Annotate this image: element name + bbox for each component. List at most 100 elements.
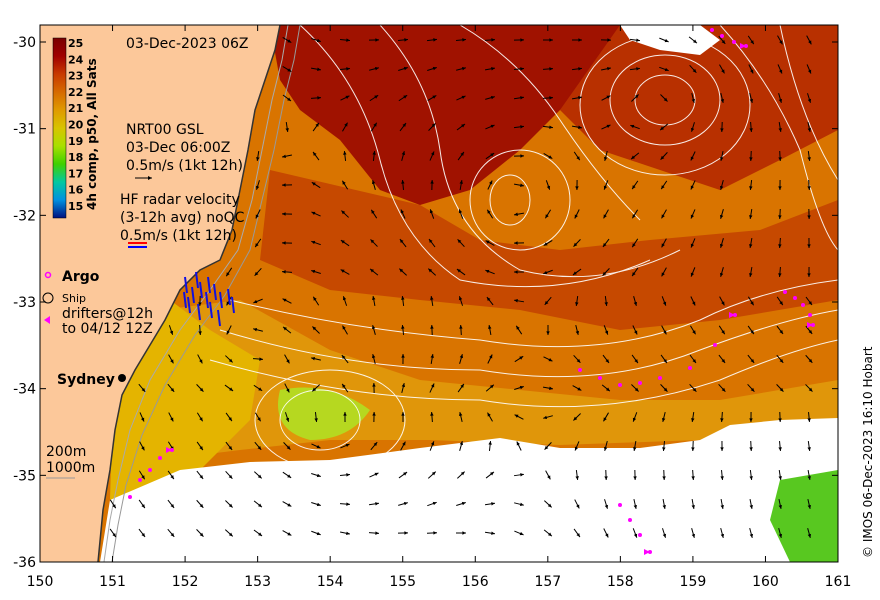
- current-vector-head: [430, 441, 435, 446]
- current-vector-head: [574, 446, 579, 451]
- current-vector-head: [549, 67, 553, 71]
- current-vector-head: [663, 387, 668, 392]
- current-vector-head: [602, 271, 607, 276]
- current-vector-head: [546, 331, 550, 335]
- current-vector-head: [370, 268, 374, 273]
- current-vector-head: [490, 124, 495, 129]
- current-vector-head: [516, 441, 520, 446]
- current-vector-head: [430, 151, 435, 156]
- current-vector-head: [603, 446, 608, 451]
- current-vector-head: [258, 503, 262, 508]
- current-vector-head: [778, 476, 782, 480]
- current-vector-head: [634, 387, 639, 392]
- hf-radar-arrow: [213, 283, 217, 301]
- current-vector-head: [807, 476, 811, 480]
- current-vector-head: [604, 330, 609, 335]
- current-vector-head: [459, 180, 463, 184]
- current-vector-head: [401, 383, 406, 388]
- sst-hot-region: [270, 25, 620, 205]
- current-vector-head: [778, 533, 783, 538]
- drifter-head: [729, 312, 735, 318]
- current-vector-head: [750, 301, 754, 306]
- current-vector-head: [433, 531, 437, 535]
- current-vector-head: [721, 39, 726, 44]
- current-vector-head: [458, 209, 463, 214]
- current-vector-head: [253, 299, 258, 304]
- plot-frame: [39, 24, 839, 563]
- hf-radar-arrow: [205, 291, 209, 309]
- x-tick-label: 155: [389, 574, 416, 590]
- current-vector-head: [430, 180, 434, 184]
- current-vector-head: [575, 186, 579, 190]
- current-vector-head: [401, 412, 405, 416]
- current-vector-head: [170, 359, 174, 364]
- current-vector-head: [346, 67, 350, 71]
- current-vector-head: [779, 358, 784, 363]
- current-vector-head: [514, 299, 518, 303]
- current-vector-head: [721, 301, 725, 306]
- current-vector-head: [604, 504, 609, 509]
- current-vector-head: [287, 474, 292, 478]
- current-vector-head: [779, 40, 783, 45]
- drifter-position: [710, 28, 714, 32]
- current-vector-head: [371, 325, 376, 330]
- current-vector-head: [458, 412, 463, 417]
- y-tick-label: -31: [13, 122, 36, 138]
- current-vector-head: [514, 414, 519, 418]
- current-vector-head: [432, 66, 437, 71]
- current-vector-head: [692, 68, 697, 73]
- colorbar-tick-label: 18: [68, 151, 83, 164]
- current-vector-head: [374, 95, 379, 99]
- current-vector-head: [661, 243, 665, 248]
- current-vector-head: [807, 504, 812, 509]
- current-vector-head: [607, 38, 611, 42]
- current-vector-head: [254, 271, 259, 276]
- current-vector-head: [634, 359, 638, 364]
- current-vector-head: [548, 358, 553, 362]
- y-axis-ticks: -30 -31 -32 -33 -34 -35 -36: [13, 35, 838, 571]
- drifter-position: [598, 376, 602, 380]
- current-vector-head: [633, 476, 637, 480]
- drifter-position: [618, 503, 622, 507]
- current-vector-head: [370, 239, 375, 244]
- current-vector-head: [282, 270, 286, 274]
- current-vector-head: [575, 476, 579, 480]
- drifter-marker-icon: [44, 316, 50, 324]
- current-vector-head: [778, 418, 782, 422]
- current-vector-head: [458, 296, 463, 301]
- current-vector-head: [520, 473, 524, 477]
- current-vector-head: [457, 239, 462, 244]
- current-vector-head: [719, 272, 724, 277]
- current-vector-head: [779, 330, 784, 334]
- current-vector-head: [578, 96, 582, 100]
- current-vector-head: [720, 533, 725, 538]
- current-vector-head: [228, 358, 233, 363]
- current-vector-head: [576, 358, 581, 363]
- current-vector-head: [432, 501, 437, 506]
- current-vector-head: [749, 533, 754, 538]
- current-vector-head: [372, 296, 376, 300]
- current-vector-head: [340, 269, 345, 273]
- current-vector-head: [750, 358, 755, 363]
- current-vector-head: [520, 96, 524, 100]
- current-vector-head: [375, 531, 379, 535]
- hf-radar-arrow: [207, 276, 211, 294]
- current-vector-head: [520, 38, 524, 42]
- current-vector-head: [690, 185, 694, 190]
- current-vector-head: [547, 532, 552, 537]
- current-vector-head: [402, 441, 406, 446]
- current-vectors: [109, 35, 813, 538]
- x-tick-label: 152: [172, 574, 199, 590]
- current-vector-head: [341, 355, 346, 360]
- hf-radar-vectors: [183, 271, 235, 327]
- current-vector-head: [170, 532, 175, 537]
- current-vector-head: [461, 501, 466, 506]
- current-vector-head: [316, 531, 321, 536]
- current-vector-head: [549, 96, 553, 100]
- current-vector-head: [750, 40, 754, 45]
- current-vector-head: [199, 532, 204, 537]
- current-vector-head: [313, 296, 317, 301]
- colorbar-tick-label: 17: [68, 167, 83, 180]
- current-vector-head: [519, 502, 524, 507]
- current-vector-head: [662, 447, 666, 451]
